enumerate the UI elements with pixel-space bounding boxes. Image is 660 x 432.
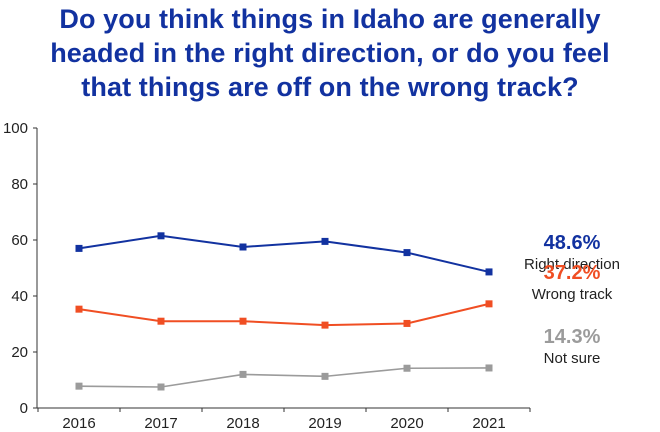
data-point: [157, 232, 165, 240]
data-point: [403, 249, 411, 257]
y-tick-label: 20: [11, 344, 28, 361]
data-point: [239, 243, 247, 251]
data-point: [75, 244, 83, 252]
x-tick-label: 2021: [472, 415, 505, 432]
chart-title-line-3: that things are off on the wrong track?: [81, 72, 579, 102]
end-value-label: 14.3%: [544, 326, 601, 348]
end-value-label: 37.2%: [544, 262, 601, 284]
y-tick-label: 0: [20, 400, 28, 417]
x-tick-label: 2016: [62, 415, 95, 432]
chart-title-line-1: Do you think things in Idaho are general…: [59, 4, 601, 34]
x-tick-label: 2017: [144, 415, 177, 432]
end-series-label: Right direction: [524, 256, 620, 273]
series-line: [78, 367, 490, 388]
y-tick-label: 40: [11, 288, 28, 305]
data-point: [321, 321, 329, 329]
data-point: [485, 364, 493, 372]
y-tick-label: 100: [3, 120, 28, 137]
x-tick-label: 2020: [390, 415, 423, 432]
data-point: [403, 319, 411, 327]
data-point: [157, 383, 165, 391]
series-right-direction: [75, 232, 493, 276]
data-point: [75, 382, 83, 390]
x-tick-label: 2018: [226, 415, 259, 432]
data-point: [321, 237, 329, 245]
end-series-label: Wrong track: [532, 286, 613, 303]
chart-title: Do you think things in Idaho are general…: [0, 2, 660, 104]
axes: 0 20 40 60 80 100 2016 2017 2018 2019 2020 2021: [3, 120, 531, 432]
chart-title-line-2: headed in the right direction, or do you…: [50, 38, 610, 68]
series-not-sure: [75, 364, 493, 391]
end-series-label: Not sure: [544, 350, 601, 367]
data-point: [321, 372, 329, 380]
x-tick-label: 2019: [308, 415, 341, 432]
data-point: [75, 305, 83, 313]
data-point: [485, 268, 493, 276]
data-point: [157, 317, 165, 325]
y-tick-label: 80: [11, 176, 28, 193]
series-wrong-track: [75, 300, 493, 329]
data-point: [485, 300, 493, 308]
y-tick-label: 60: [11, 232, 28, 249]
series-layer: [75, 232, 493, 391]
data-point: [239, 370, 247, 378]
end-value-label: 48.6%: [544, 232, 601, 254]
data-point: [239, 317, 247, 325]
data-point: [403, 364, 411, 372]
series-line: [78, 234, 490, 273]
series-line: [78, 302, 490, 327]
